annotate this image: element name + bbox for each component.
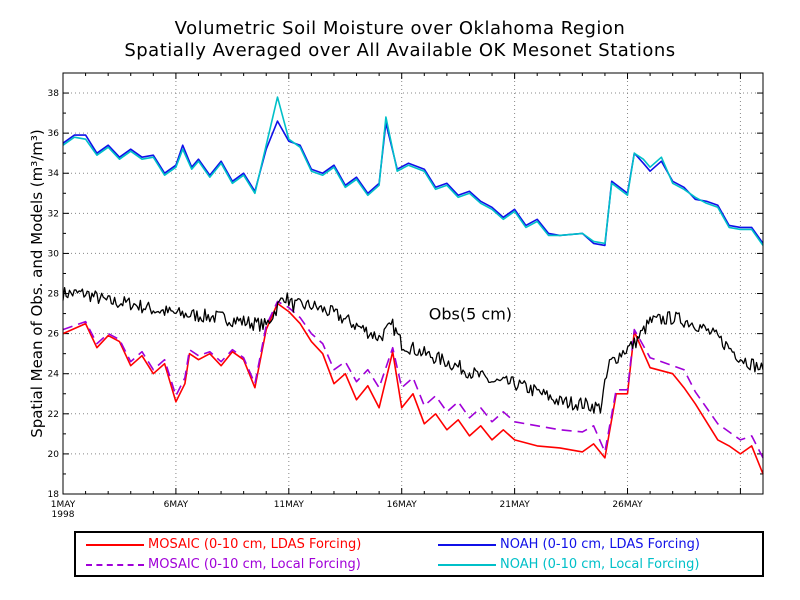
y-axis-label: Spatial Mean of Obs. and Models (m³/m³) (28, 129, 46, 438)
x-tick-label: 26MAY (612, 500, 643, 510)
series-line-0 (62, 302, 764, 475)
legend-swatch-noah-local (438, 563, 496, 566)
x-tick-sublabel: 1998 (52, 510, 75, 520)
legend-item-mosaic-ldas: MOSAIC (0-10 cm, LDAS Forcing) (86, 537, 361, 552)
y-tick-label: 30 (48, 249, 60, 259)
legend-swatch-mosaic-ldas (86, 543, 144, 546)
legend-label-mosaic-ldas: MOSAIC (0-10 cm, LDAS Forcing) (148, 537, 362, 552)
series-line-2 (62, 120, 764, 247)
y-tick-label: 36 (48, 129, 60, 139)
x-tick-label: 11MAY (274, 500, 305, 510)
y-tick-label: 18 (48, 490, 60, 500)
x-tick-label: 16MAY (387, 500, 418, 510)
legend: MOSAIC (0-10 cm, LDAS Forcing) MOSAIC (0… (74, 531, 764, 577)
y-tick-label: 32 (48, 209, 59, 219)
chart-title-line1: Volumetric Soil Moisture over Oklahoma R… (174, 18, 626, 39)
y-tick-label: 20 (48, 450, 60, 460)
y-tick-label: 38 (48, 89, 60, 99)
series-line-4 (62, 286, 764, 414)
legend-item-noah-ldas: NOAH (0-10 cm, LDAS Forcing) (438, 537, 700, 552)
x-tick-label: 1MAY (51, 500, 76, 510)
legend-item-noah-local: NOAH (0-10 cm, Local Forcing) (438, 557, 700, 572)
legend-label-noah-local: NOAH (0-10 cm, Local Forcing) (500, 557, 700, 572)
series-line-1 (62, 300, 764, 459)
x-tick-label: 21MAY (500, 500, 531, 510)
legend-label-noah-ldas: NOAH (0-10 cm, LDAS Forcing) (500, 537, 700, 552)
y-tick-label: 34 (48, 169, 60, 179)
y-tick-label: 24 (48, 370, 60, 380)
plot-frame (62, 72, 764, 495)
legend-label-mosaic-local: MOSAIC (0-10 cm, Local Forcing) (148, 557, 361, 572)
chart-title-line2: Spatially Averaged over All Available OK… (124, 40, 676, 61)
annotation-obs: Obs(5 cm) (429, 305, 512, 324)
y-tick-label: 26 (48, 330, 60, 340)
y-tick-label: 28 (48, 290, 60, 300)
legend-item-mosaic-local: MOSAIC (0-10 cm, Local Forcing) (86, 557, 361, 572)
y-tick-label: 22 (48, 410, 59, 420)
legend-swatch-noah-ldas (438, 543, 496, 546)
x-tick-label: 6MAY (164, 500, 189, 510)
legend-swatch-mosaic-local (86, 563, 144, 566)
series-line-3 (62, 96, 764, 246)
